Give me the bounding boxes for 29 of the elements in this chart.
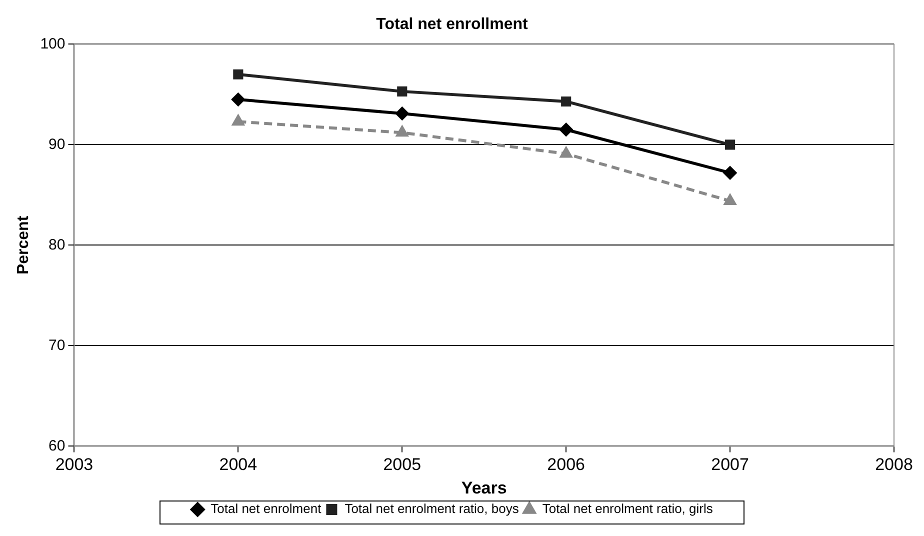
- point: [396, 126, 408, 137]
- point: [233, 69, 244, 80]
- point: [560, 123, 573, 136]
- y-tick-label: 70: [48, 336, 66, 354]
- y-tick-label: 100: [40, 35, 66, 52]
- point: [396, 107, 409, 120]
- chart-title: Total net enrollment: [376, 16, 529, 34]
- legend-label: Total net enrolment ratio, boys: [344, 501, 520, 516]
- point: [724, 194, 736, 205]
- legend-label: Total net enrolment: [210, 501, 322, 516]
- y-tick-label: 90: [48, 136, 66, 153]
- y-tick-label: 60: [48, 437, 66, 454]
- point: [232, 115, 244, 126]
- x-tick-label: 2005: [383, 455, 422, 474]
- point: [560, 147, 572, 158]
- x-axis-title: Years: [461, 478, 507, 498]
- x-tick-label: 2008: [875, 455, 913, 474]
- x-tick-label: 2006: [547, 455, 586, 474]
- point: [232, 92, 245, 106]
- legend-label: Total net enrolment ratio, girls: [542, 501, 714, 516]
- point: [397, 86, 408, 96]
- point: [724, 166, 737, 180]
- point: [561, 96, 572, 107]
- x-tick-label: 2003: [55, 455, 94, 474]
- x-tick-label: 2004: [219, 455, 258, 474]
- y-axis-title: Percent: [15, 215, 32, 275]
- point: [725, 140, 736, 150]
- x-tick-label: 2007: [711, 455, 749, 474]
- y-tick-label: 80: [48, 236, 66, 254]
